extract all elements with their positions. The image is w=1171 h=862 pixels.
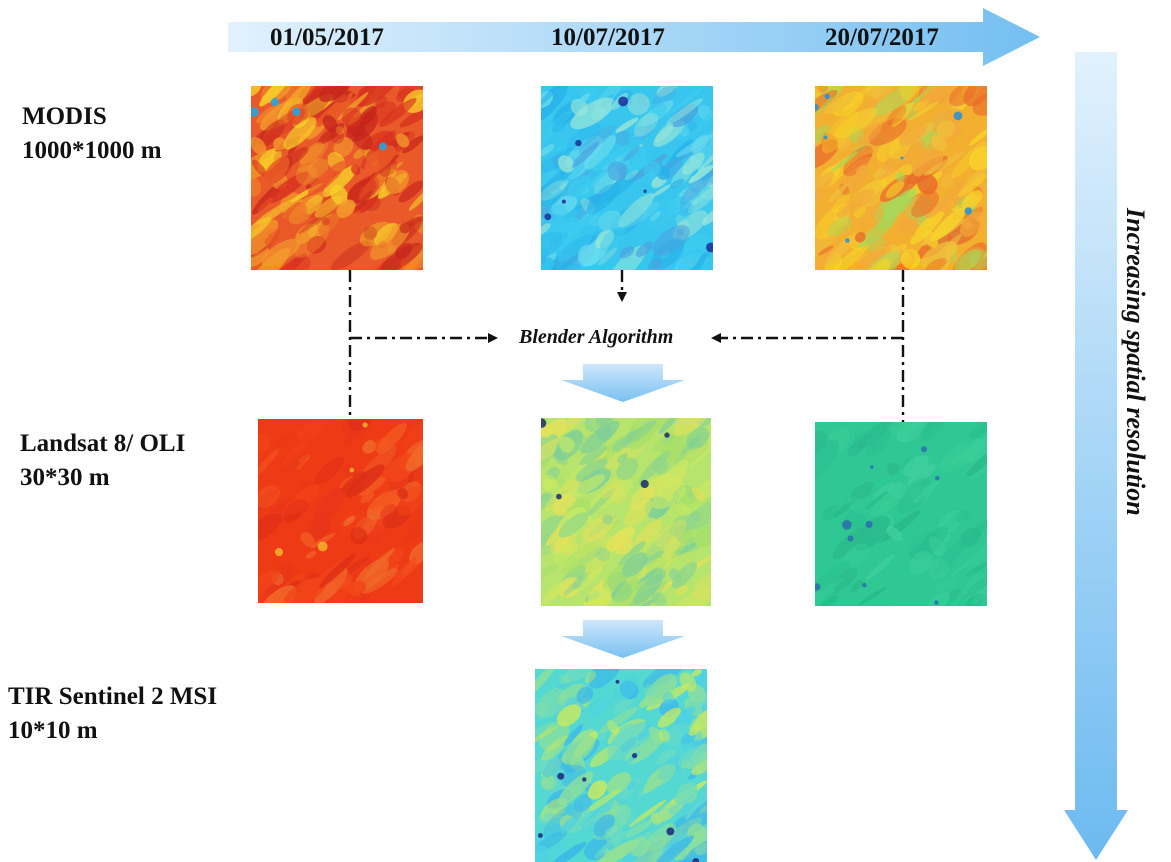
blender-algorithm-label: Blender Algorithm [519,326,674,348]
modis-tile-01-05-2017 [251,86,423,270]
date-label-2: 10/07/2017 [551,24,665,51]
landsat-name: Landsat 8/ OLI [20,430,186,457]
landsat-tile-01-05-2017 [258,419,423,603]
modis-tile-10-07-2017-image [541,86,713,270]
modis-name: MODIS [22,103,107,130]
modis-tile-01-05-2017-image [251,86,423,270]
modis-tile-20-07-2017-image [815,86,987,270]
down-arrow-2 [561,620,685,658]
landsat-tile-20-07-2017-image [815,422,987,606]
landsat-resolution: 30*30 m [20,464,110,491]
sentinel-tile-10-07-2017 [535,669,707,862]
sentinel-resolution: 10*10 m [8,717,98,744]
resolution-arrow [1064,52,1128,860]
landsat-tile-01-05-2017-image [258,419,423,603]
row-label-sentinel: TIR Sentinel 2 MSI 10*10 m [8,680,217,748]
row-label-landsat: Landsat 8/ OLI 30*30 m [20,427,185,495]
date-label-1: 01/05/2017 [270,24,384,51]
down-arrow-1 [561,364,685,402]
sentinel-name: TIR Sentinel 2 MSI [8,683,218,710]
landsat-tile-10-07-2017-image [541,418,711,606]
sentinel-tile-10-07-2017-image [535,669,707,862]
landsat-tile-20-07-2017 [815,422,987,606]
timeline-arrow [228,8,1040,66]
row-label-modis: MODIS 1000*1000 m [22,100,162,168]
modis-tile-20-07-2017 [815,86,987,270]
modis-resolution: 1000*1000 m [22,137,162,164]
modis-tile-10-07-2017 [541,86,713,270]
landsat-tile-10-07-2017 [541,418,711,606]
date-label-3: 20/07/2017 [825,24,939,51]
